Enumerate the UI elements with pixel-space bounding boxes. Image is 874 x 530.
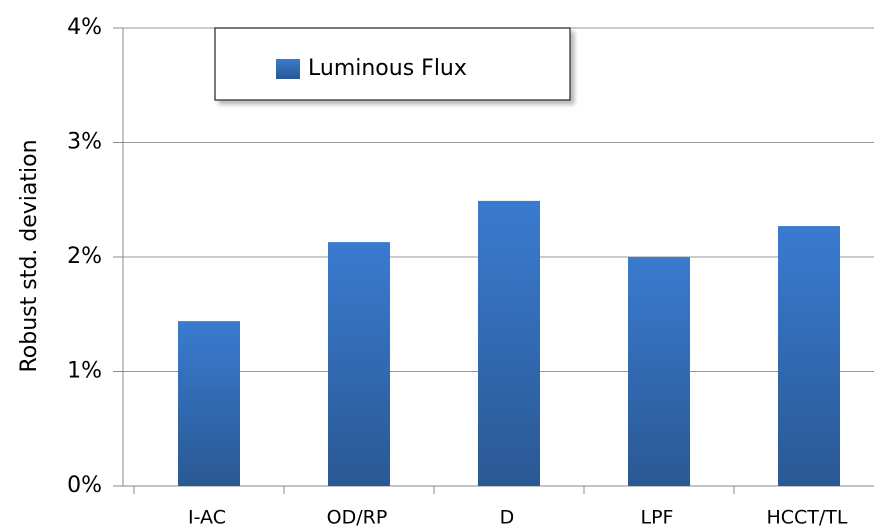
bar [478,200,540,486]
bar [778,226,840,486]
x-tick-label: OD/RP [327,507,388,529]
legend-label: Luminous Flux [308,56,467,81]
legend-box [214,27,571,101]
x-tick-label: I-AC [188,507,226,529]
y-tick-label: 4% [67,15,102,40]
x-tick-label: D [500,507,515,529]
x-tick-label: HCCT/TL [766,507,847,529]
x-tick-label: LPF [641,507,674,529]
legend-swatch [276,59,300,79]
legend: Luminous Flux [214,27,571,101]
y-tick-label: 3% [67,130,102,155]
bar [328,242,390,486]
y-tick-label: 1% [67,359,102,384]
y-axis-title: Robust std. deviation [17,139,42,372]
bar [178,321,240,486]
y-tick-label: 2% [67,244,102,269]
bar [628,257,690,486]
y-tick-label: 0% [67,473,102,498]
